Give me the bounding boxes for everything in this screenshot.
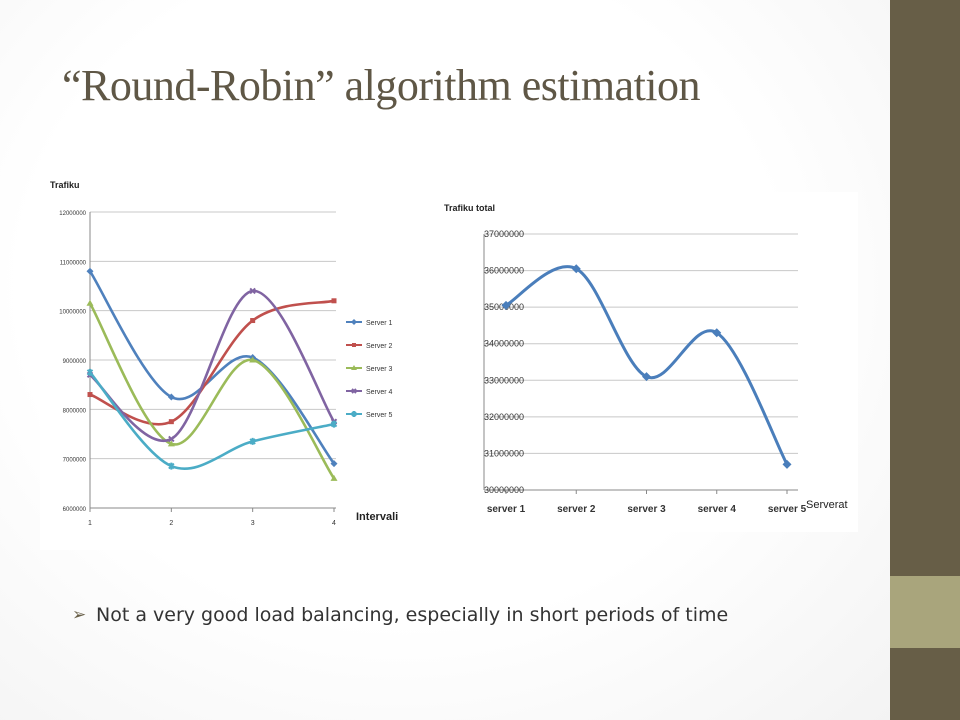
y-tick-label: 6000000 xyxy=(63,507,87,513)
server-3-point xyxy=(86,299,94,306)
x-tick-label: 3 xyxy=(251,520,255,527)
legend-server-3-label: Server 3 xyxy=(366,366,393,373)
y-tick-label: 11000000 xyxy=(60,260,87,266)
legend-server-1-marker xyxy=(351,319,357,325)
series-point xyxy=(782,459,792,469)
server-5-point xyxy=(86,368,94,376)
series-point xyxy=(501,300,511,310)
server-2-point xyxy=(168,419,174,425)
legend-server-4-label: Server 4 xyxy=(366,389,393,396)
y-tick-label: 9000000 xyxy=(63,359,87,365)
series-point xyxy=(642,372,651,382)
server-3-point xyxy=(167,440,175,447)
server-2-point xyxy=(250,318,256,324)
series-point xyxy=(712,328,722,338)
legend-server-5-marker xyxy=(351,411,357,417)
y-tick-label: 7000000 xyxy=(63,458,87,464)
chart-panel-per-interval: Trafiku 6000000 7000000 8000000 9000000 10000… xyxy=(40,170,402,550)
y-tick-label: 10000000 xyxy=(59,310,86,316)
series-line xyxy=(505,265,789,466)
legend-server-5-label: Server 5 xyxy=(366,412,393,419)
y-tick-label: 31000000 xyxy=(484,448,524,458)
x-tick-label: 1 xyxy=(88,520,92,527)
server-3-point xyxy=(249,356,257,363)
x-tick-label: server 3 xyxy=(627,504,666,515)
x-tick-label: 2 xyxy=(169,520,173,527)
y-tick-label: 8000000 xyxy=(63,408,87,414)
legend-server-4-marker xyxy=(351,388,357,394)
slide-title: “Round-Robin” algorithm estimation xyxy=(62,61,701,110)
server-1-point xyxy=(167,393,175,401)
sidebar-decoration-bottom xyxy=(890,648,960,720)
x-axis-title: Serverat xyxy=(806,499,848,511)
server-1-line xyxy=(88,270,336,465)
sidebar-decoration-top xyxy=(890,0,960,576)
bullet-point: ➢ Not a very good load balancing, especi… xyxy=(72,600,836,631)
server-3-point xyxy=(330,474,338,481)
legend-server-2-marker xyxy=(352,343,356,347)
chart-panel-total: Trafiku total 30000000 31000000 32000000 330… xyxy=(426,192,858,532)
server-4-point xyxy=(168,435,175,443)
y-tick-label: 33000000 xyxy=(484,375,524,385)
server-1-point xyxy=(86,267,94,275)
x-tick-label: server 2 xyxy=(557,504,596,515)
bullet-text: Not a very good load balancing, especial… xyxy=(96,604,729,626)
legend-server-2-label: Server 2 xyxy=(366,343,393,350)
x-tick-label: server 4 xyxy=(698,504,737,515)
server-5-point xyxy=(168,462,175,470)
total-traffic-chart: Trafiku total 30000000 31000000 32000000 330… xyxy=(444,203,848,515)
server-2-point xyxy=(87,392,93,398)
server-5-line xyxy=(89,371,335,470)
y-tick-label: 36000000 xyxy=(484,266,524,276)
sidebar-decoration-middle xyxy=(890,576,960,648)
y-axis-title: Trafiku xyxy=(50,180,80,190)
bullet-arrow-icon: ➢ xyxy=(72,605,87,625)
server-2-point xyxy=(331,298,337,304)
y-tick-label: 34000000 xyxy=(484,339,524,349)
y-tick-label: 12000000 xyxy=(59,211,86,217)
server-4-line xyxy=(89,289,336,443)
x-axis-title: Intervali xyxy=(356,511,398,523)
server-2-line xyxy=(89,299,335,426)
x-tick-label: server 5 xyxy=(768,504,807,515)
server-3-line xyxy=(88,302,336,480)
traffic-per-interval-chart: Trafiku 6000000 7000000 8000000 9000000 10000… xyxy=(50,180,398,527)
legend-server-3-marker xyxy=(351,365,357,370)
server-5-point xyxy=(249,437,256,445)
y-tick-label: 37000000 xyxy=(484,229,524,239)
y-axis-title: Trafiku total xyxy=(444,203,495,213)
y-tick-label: 30000000 xyxy=(484,485,524,495)
server-1-point xyxy=(330,460,338,468)
x-tick-label: server 1 xyxy=(487,504,526,515)
series-point xyxy=(571,264,581,274)
server-5-point xyxy=(330,420,338,428)
y-tick-label: 32000000 xyxy=(484,412,524,422)
x-tick-label: 4 xyxy=(332,520,336,527)
legend-server-1-label: Server 1 xyxy=(366,320,393,327)
server-4-point xyxy=(249,287,256,295)
